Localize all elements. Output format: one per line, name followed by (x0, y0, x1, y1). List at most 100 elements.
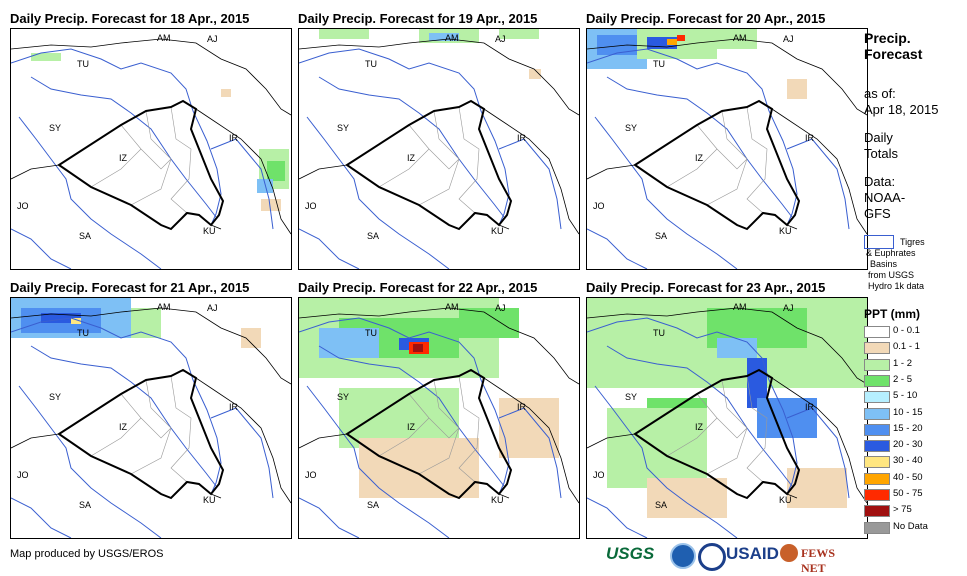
heading-line: Precip. (864, 30, 911, 46)
heading-line: Forecast (864, 46, 923, 62)
legend-swatch (864, 326, 890, 338)
precip-map: AM AJ TU SY IZ IR JO SA KU (586, 28, 868, 270)
precip-map: AM AJ TU SY IZ IR JO SA KU (298, 28, 580, 270)
country-border (195, 108, 291, 235)
country-label: IR (805, 133, 815, 143)
province-border (120, 393, 172, 439)
country-label: TU (77, 328, 89, 338)
basins-text: & Euphrates (866, 248, 916, 258)
country-label: IZ (695, 153, 704, 163)
iraq-border (633, 368, 801, 500)
side-heading: Precip. Forecast (864, 30, 922, 62)
basins-legend: Tigres & Euphrates Basins from USGS Hydr… (864, 233, 964, 299)
forecast-panel-3: Daily Precip. Forecast for 20 Apr., 2015… (586, 11, 868, 271)
fews-seal (780, 544, 798, 562)
fews-logo: FEWS NET (801, 546, 836, 575)
basin-outline (606, 76, 793, 218)
country-label: IZ (407, 153, 416, 163)
legend-label: 30 - 40 (893, 455, 923, 467)
legend-label: 10 - 15 (893, 406, 923, 418)
basin-outline (606, 345, 793, 487)
country-label: SY (337, 123, 349, 133)
legend-title: PPT (mm) (864, 307, 921, 321)
country-label: JO (17, 201, 29, 211)
country-label: JO (305, 201, 317, 211)
country-border (483, 377, 579, 504)
legend-swatch (864, 423, 890, 436)
country-label: SA (367, 500, 379, 510)
country-label: AJ (207, 34, 218, 44)
country-label: TU (77, 59, 89, 69)
country-label: SA (655, 231, 667, 241)
province-border (666, 148, 718, 188)
legend-label: 20 - 30 (893, 439, 923, 451)
iraq-border (57, 368, 225, 500)
basin-outline (30, 76, 217, 218)
basin-outline (498, 407, 562, 499)
province-border (378, 148, 430, 188)
precip-map: AM AJ TU SY IZ IR JO SA KU (586, 297, 868, 539)
province-border (90, 417, 142, 457)
basin-swatch (864, 235, 894, 249)
basin-outline (587, 48, 798, 226)
agency-logos: USGS USAID FEWS NET (606, 540, 856, 575)
precip-area (221, 89, 231, 97)
province-border (706, 110, 748, 206)
country-label: IR (229, 402, 239, 412)
basin-outline (587, 317, 798, 495)
precip-area (359, 438, 479, 498)
as-of-date: as of: Apr 18, 2015 (864, 86, 938, 118)
province-border (130, 110, 172, 206)
legend-swatch (864, 456, 890, 469)
country-label: SY (49, 123, 61, 133)
precip-area (71, 318, 81, 324)
country-label: JO (305, 470, 317, 480)
precip-area (787, 468, 847, 508)
country-label: IZ (695, 422, 704, 432)
province-border (170, 375, 192, 483)
basins-text: from USGS (868, 270, 915, 280)
legend-swatch (864, 374, 890, 387)
legend-swatch (864, 440, 890, 453)
country-label: TU (365, 328, 377, 338)
totals-line: Totals (864, 146, 898, 161)
country-label: AM (733, 302, 747, 312)
basin-outline (299, 228, 360, 269)
legend-swatch (864, 407, 890, 420)
map-canvas: AM AJ TU SY IZ IR JO SA KU (299, 29, 579, 269)
country-border (299, 307, 579, 385)
basin-outline (11, 317, 222, 495)
country-label: SA (79, 500, 91, 510)
panel-title: Daily Precip. Forecast for 20 Apr., 2015 (586, 11, 826, 26)
country-label: SY (625, 392, 637, 402)
usaid-seal (698, 543, 726, 571)
usaid-logo: USAID (726, 544, 779, 563)
country-label: SY (337, 392, 349, 402)
country-label: IR (517, 133, 527, 143)
legend-label: 40 - 50 (893, 471, 923, 483)
legend-swatch (864, 521, 890, 534)
basin-outline (11, 497, 72, 538)
country-label: AM (157, 33, 171, 43)
legend-label: 50 - 75 (893, 488, 923, 499)
country-label: AM (733, 33, 747, 43)
country-label: SY (49, 392, 61, 402)
basin-outline (498, 138, 562, 230)
precip-area (261, 199, 281, 211)
as-of-label: as of: (864, 86, 896, 101)
map-credit: Map produced by USGS/EROS (10, 548, 164, 560)
basins-text: Tigres (900, 237, 925, 247)
map-canvas: AM AJ TU SY IZ IR JO SA KU (299, 298, 579, 538)
legend-swatch (864, 505, 890, 518)
province-border (120, 124, 172, 170)
map-canvas: AM AJ TU SY IZ IR JO SA KU (11, 298, 291, 538)
country-border (771, 377, 867, 504)
country-label: IZ (119, 153, 128, 163)
country-label: JO (593, 201, 605, 211)
precip-area (667, 39, 677, 45)
basins-text: Basins (870, 259, 898, 269)
data-line: Data: (864, 174, 896, 189)
iraq-border (57, 99, 225, 231)
country-label: IZ (407, 422, 416, 432)
legend-swatch (864, 472, 890, 485)
